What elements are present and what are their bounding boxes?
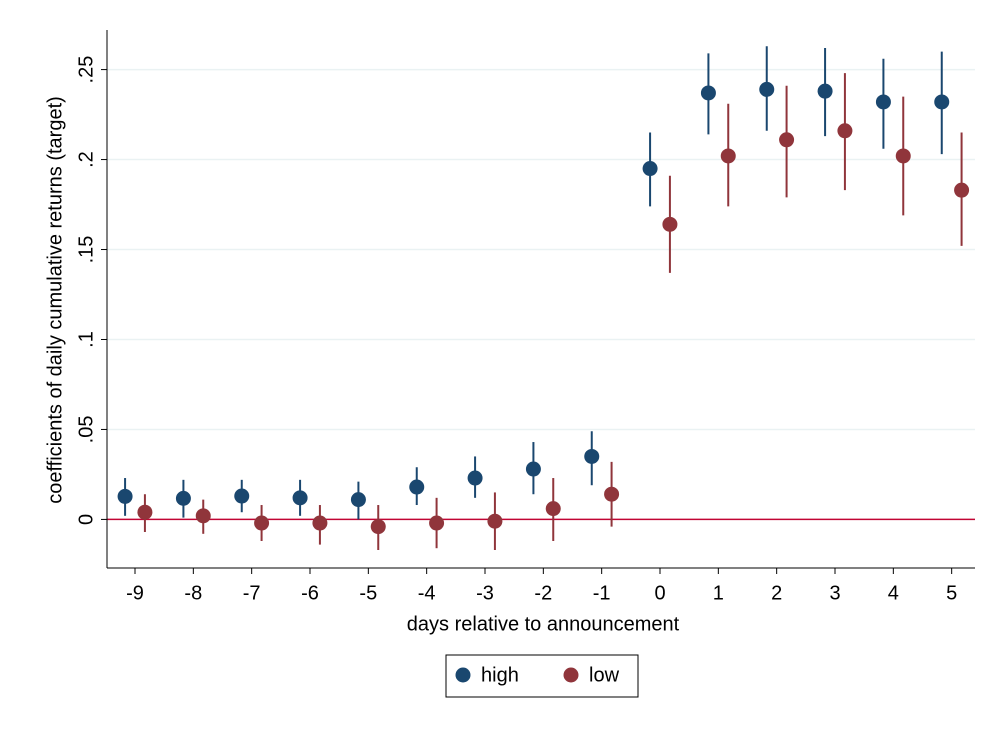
point <box>759 81 775 97</box>
point <box>875 94 891 110</box>
point <box>779 132 795 148</box>
x-tick-label: 1 <box>713 582 724 604</box>
point <box>467 470 483 486</box>
x-tick-label: -9 <box>126 582 144 604</box>
point <box>584 448 600 464</box>
x-tick-label: 3 <box>829 582 840 604</box>
point <box>117 488 133 504</box>
point <box>370 519 386 535</box>
x-tick-label: -3 <box>476 582 494 604</box>
x-tick-label: -6 <box>301 582 319 604</box>
point <box>409 479 425 495</box>
x-tick-label: 5 <box>946 582 957 604</box>
point <box>312 515 328 531</box>
x-tick-label: -8 <box>184 582 202 604</box>
point <box>234 488 250 504</box>
point <box>604 486 620 502</box>
y-tick-label: .25 <box>75 56 97 84</box>
point <box>837 123 853 139</box>
point <box>175 490 191 506</box>
point <box>525 461 541 477</box>
point <box>954 182 970 198</box>
x-tick-label: -7 <box>243 582 261 604</box>
point <box>487 513 503 529</box>
y-tick-label: .1 <box>75 331 97 348</box>
x-tick-label: 4 <box>888 582 899 604</box>
point <box>642 161 658 177</box>
point <box>662 216 678 232</box>
point <box>350 492 366 508</box>
legend-label: high <box>481 664 519 686</box>
point <box>292 490 308 506</box>
point <box>545 501 561 517</box>
x-tick-label: 2 <box>771 582 782 604</box>
point <box>195 508 211 524</box>
y-axis-label: coefficients of daily cumulative returns… <box>44 96 66 504</box>
point <box>254 515 270 531</box>
point <box>429 515 445 531</box>
legend-marker <box>455 667 471 683</box>
point <box>934 94 950 110</box>
x-tick-label: -1 <box>593 582 611 604</box>
legend-label: low <box>589 664 620 686</box>
legend-marker <box>563 667 579 683</box>
point <box>895 148 911 164</box>
y-tick-label: 0 <box>75 514 97 525</box>
x-tick-label: -5 <box>359 582 377 604</box>
y-tick-label: .2 <box>75 151 97 168</box>
x-tick-label: -2 <box>534 582 552 604</box>
y-tick-label: .05 <box>75 416 97 444</box>
point <box>700 85 716 101</box>
legend-box <box>445 654 639 698</box>
point <box>137 504 153 520</box>
x-tick-label: 0 <box>654 582 665 604</box>
x-axis-label: days relative to announcement <box>407 613 680 635</box>
point <box>720 148 736 164</box>
x-tick-label: -4 <box>418 582 436 604</box>
point <box>817 83 833 99</box>
y-tick-label: .15 <box>75 236 97 264</box>
